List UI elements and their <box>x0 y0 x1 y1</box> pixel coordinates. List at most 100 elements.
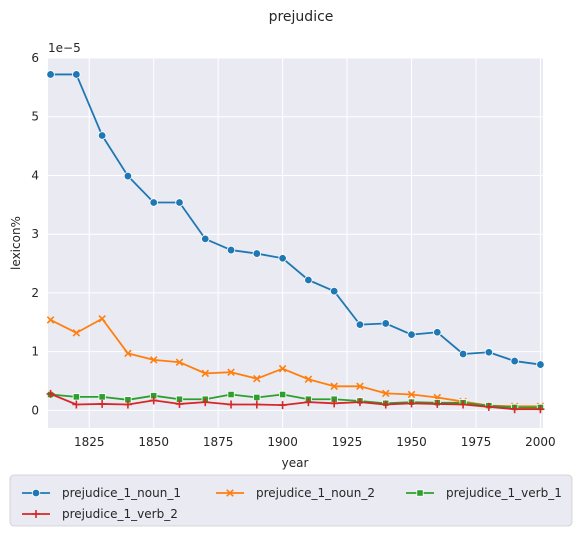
y-tick-label: 1 <box>31 345 39 359</box>
data-point <box>252 400 261 409</box>
legend-entry: prejudice_1_noun_1 <box>22 486 181 500</box>
data-point <box>253 374 261 383</box>
data-point <box>227 390 235 399</box>
legend-label: prejudice_1_verb_2 <box>62 507 178 521</box>
y-axis-label: lexicon% <box>9 216 23 270</box>
data-point <box>46 70 55 79</box>
data-point <box>459 400 468 409</box>
data-point <box>149 356 158 364</box>
data-point <box>433 399 442 408</box>
data-point <box>149 396 158 405</box>
series-prejudice_1_verb_2 <box>46 389 545 414</box>
data-point <box>536 405 545 414</box>
data-point <box>226 245 236 255</box>
data-point <box>227 368 235 376</box>
data-point <box>252 249 262 258</box>
data-point <box>201 398 210 407</box>
data-point <box>97 131 107 140</box>
x-tick-label: 1975 <box>461 435 492 449</box>
data-point <box>72 393 80 401</box>
data-point <box>278 254 287 263</box>
data-point <box>72 70 81 79</box>
data-point <box>278 364 287 373</box>
plot-area <box>48 58 543 428</box>
data-point <box>149 198 158 207</box>
legend-marker <box>32 510 40 518</box>
data-point <box>227 400 236 409</box>
data-point <box>253 393 261 402</box>
data-point <box>536 360 545 369</box>
data-point <box>175 358 184 366</box>
series-line <box>50 393 541 409</box>
x-tick-label: 2000 <box>525 435 556 449</box>
data-point <box>304 375 313 384</box>
legend-entry: prejudice_1_verb_1 <box>406 486 562 500</box>
data-point <box>175 399 184 408</box>
data-point <box>381 389 390 398</box>
data-point <box>381 319 390 328</box>
data-point <box>330 399 339 408</box>
data-point <box>175 198 184 207</box>
data-point <box>123 400 132 409</box>
data-point <box>278 401 287 410</box>
y-tick-label: 5 <box>31 110 39 124</box>
grid <box>48 57 543 428</box>
data-point <box>98 314 106 323</box>
data-point <box>201 234 210 244</box>
data-point <box>381 400 390 409</box>
x-tick-label: 1850 <box>138 435 169 449</box>
data-point <box>98 399 107 408</box>
series-layer <box>46 70 545 414</box>
legend-entry: prejudice_1_verb_2 <box>22 507 178 521</box>
data-point <box>304 398 313 407</box>
data-point <box>407 390 416 399</box>
data-point <box>124 349 132 358</box>
data-point <box>356 382 364 391</box>
x-tick-label: 1875 <box>203 435 234 449</box>
data-point <box>355 320 365 329</box>
legend-frame <box>9 474 573 527</box>
y-tick-label: 2 <box>31 286 39 300</box>
legend: prejudice_1_noun_1 prejudice_1_noun_2 prej… <box>9 474 573 527</box>
data-point <box>279 390 287 399</box>
legend-label: prejudice_1_noun_1 <box>62 486 181 500</box>
legend-marker <box>226 489 234 497</box>
data-point <box>201 369 210 378</box>
y-axis-offset-text: 1e−5 <box>48 41 81 55</box>
data-point <box>484 348 494 357</box>
legend-marker <box>31 488 41 498</box>
data-point <box>433 328 442 337</box>
y-tick-label: 0 <box>31 403 39 417</box>
legend-entry: prejudice_1_noun_2 <box>216 486 375 500</box>
data-point <box>510 405 519 414</box>
x-tick-label: 1925 <box>332 435 363 449</box>
legend-marker <box>416 489 424 497</box>
chart-title: prejudice <box>269 9 334 25</box>
legend-label: prejudice_1_verb_1 <box>446 486 562 500</box>
series-prejudice_1_noun_1 <box>46 70 545 369</box>
series-line <box>50 393 541 411</box>
data-point <box>123 171 133 181</box>
data-point <box>407 330 416 339</box>
legend-label: prejudice_1_noun_2 <box>256 486 375 500</box>
data-point <box>329 286 339 296</box>
x-axis-label: year <box>282 456 309 470</box>
y-tick-label: 6 <box>31 51 39 65</box>
y-tick-label: 3 <box>31 227 39 241</box>
data-point <box>46 316 55 324</box>
y-tick-label: 4 <box>31 168 39 182</box>
y-tick-labels: 0 1 2 3 4 5 6 <box>31 51 39 417</box>
data-point <box>330 382 338 391</box>
x-tick-labels: 1825 1850 1875 1900 1925 1950 1975 2000 <box>74 435 556 449</box>
data-point <box>484 402 493 411</box>
series-line <box>50 73 541 366</box>
data-point <box>98 393 106 401</box>
data-point <box>407 399 416 408</box>
data-point <box>355 398 364 407</box>
data-point <box>72 329 81 337</box>
data-point <box>304 275 313 285</box>
data-point <box>458 349 468 359</box>
data-point <box>510 356 519 366</box>
